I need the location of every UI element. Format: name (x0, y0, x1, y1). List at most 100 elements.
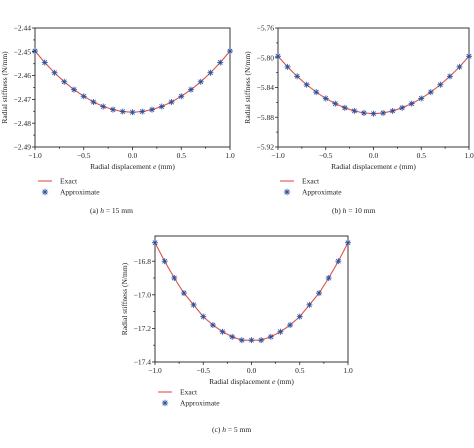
legend-label-exact: Exact (60, 177, 78, 186)
legend-label-exact: Exact (180, 388, 198, 397)
y-axis-title: Radial stiffness (N/mm) (0, 51, 9, 124)
series-marker-approximate (180, 290, 187, 297)
series-marker-approximate (389, 107, 396, 114)
series-marker-approximate (32, 48, 38, 55)
series-marker-approximate (287, 322, 294, 329)
y-tick-label: −16.8 (134, 257, 152, 266)
y-tick-label: −2.46 (14, 71, 32, 80)
y-tick-label: −5.80 (257, 53, 275, 62)
x-tick-label: 1.0 (225, 151, 235, 160)
x-axis-title: Radial displacement e (mm) (90, 162, 175, 171)
series-marker-approximate (41, 59, 48, 66)
series-marker-approximate (168, 99, 175, 106)
series-marker-approximate (427, 89, 434, 96)
legend-swatch-approximate (161, 399, 169, 407)
chart-panel-a: −1.0 −0.5 0.0 0.5 1.0 −2.49 −2.48 −2.47 −2.46 −2.… (0, 24, 235, 215)
series-marker-approximate (313, 89, 320, 96)
series-marker-approximate (284, 63, 291, 70)
series-marker-approximate (152, 239, 158, 246)
x-axis-title: Radial displacement e (mm) (209, 377, 294, 386)
plot-frame (34, 27, 231, 148)
legend: Exact Approximate (158, 388, 220, 408)
x-tick-label: −0.5 (319, 151, 333, 160)
series-marker-approximate (80, 93, 87, 100)
series-marker-approximate (351, 107, 358, 114)
panel-caption: (b) h = 10 mm (332, 206, 376, 215)
series-marker-approximate (277, 328, 284, 335)
x-tick-label: −0.5 (196, 366, 210, 375)
series-marker-approximate (200, 313, 207, 320)
series-marker-approximate (219, 328, 226, 335)
legend-swatch-approximate (283, 188, 291, 196)
x-tick-label: −0.5 (77, 151, 91, 160)
y-tick-label: −5.76 (257, 24, 275, 33)
legend: Exact Approximate (38, 177, 100, 197)
series-marker-approximate (360, 110, 367, 117)
y-tick-label: −5.84 (257, 83, 275, 92)
legend-label-exact: Exact (302, 177, 320, 186)
series-marker-approximate (188, 86, 194, 93)
series-marker-approximate (437, 81, 444, 88)
series-marker-approximate (248, 337, 255, 344)
y-tick-label: −17.0 (134, 290, 152, 299)
series-marker-approximate (158, 103, 165, 110)
legend: Exact Approximate (280, 177, 342, 197)
y-tick-label: −17.2 (134, 324, 152, 333)
series-marker-approximate (178, 93, 185, 100)
series-marker-approximate (325, 275, 332, 281)
y-tick-label: −2.48 (14, 119, 32, 128)
series-marker-approximate (51, 69, 58, 76)
panel-caption: (a) h = 15 mm (90, 206, 133, 215)
y-tick-label: −2.49 (14, 143, 32, 152)
series-marker-approximate (316, 290, 323, 297)
y-tick-label: −5.88 (257, 113, 275, 122)
x-tick-label: 0.5 (177, 151, 187, 160)
series-marker-approximate (408, 100, 415, 107)
x-tick-label: 0.0 (128, 151, 138, 160)
series-marker-approximate (332, 100, 339, 107)
y-axis-title: Radial stiffness (N/mm) (243, 51, 252, 124)
series-marker-approximate (294, 73, 301, 80)
series-marker-approximate (119, 108, 126, 115)
series-marker-approximate (399, 104, 406, 111)
series-marker-approximate (190, 301, 197, 308)
series-marker-approximate (171, 275, 178, 281)
series-marker-approximate (446, 73, 453, 80)
x-tick-label: 0.0 (247, 366, 257, 375)
series-marker-approximate (380, 110, 387, 117)
x-tick-label: 0.0 (369, 151, 379, 160)
legend-swatch-approximate (41, 188, 49, 196)
series-marker-approximate (197, 78, 204, 85)
panel-caption: (c) h = 5 mm (212, 425, 251, 434)
series-marker-approximate (110, 106, 116, 113)
y-tick-label: −5.92 (257, 143, 275, 152)
legend-label-approximate: Approximate (180, 399, 220, 408)
series-marker-approximate (418, 95, 425, 102)
chart-panel-b: −1.0 −0.5 0.0 0.5 1.0 −5.92 −5.88 −5.84 −5.80 −5.… (243, 24, 474, 215)
legend-label-approximate: Approximate (60, 188, 100, 197)
series-marker-approximate (345, 239, 351, 246)
series-marker-approximate (335, 258, 342, 265)
series-marker-approximate (322, 95, 329, 102)
x-tick-label: 0.5 (295, 366, 305, 375)
series-marker-approximate (229, 333, 236, 340)
y-tick-label: −2.47 (14, 95, 32, 104)
series-marker-approximate (306, 301, 313, 308)
chart-panel-c: −1.0 −0.5 0.0 0.5 1.0 −17.4 −17.2 −17.0 −16.8 Rad… (120, 235, 353, 434)
series-marker-approximate (341, 104, 348, 111)
series-marker-approximate (227, 48, 233, 55)
series-marker-approximate (209, 322, 216, 329)
y-tick-label: −2.44 (14, 24, 32, 33)
series-marker-approximate (267, 333, 274, 340)
y-axis-title: Radial stiffness (N/mm) (120, 262, 129, 335)
series-marker-approximate (466, 53, 472, 60)
series-marker-approximate (238, 337, 245, 344)
series-marker-approximate (90, 99, 97, 106)
y-tick-label: −17.4 (134, 358, 152, 367)
series-marker-approximate (139, 108, 146, 115)
series-marker-approximate (456, 63, 463, 70)
y-tick-label: −2.45 (14, 47, 32, 56)
series-marker-approximate (275, 53, 281, 60)
